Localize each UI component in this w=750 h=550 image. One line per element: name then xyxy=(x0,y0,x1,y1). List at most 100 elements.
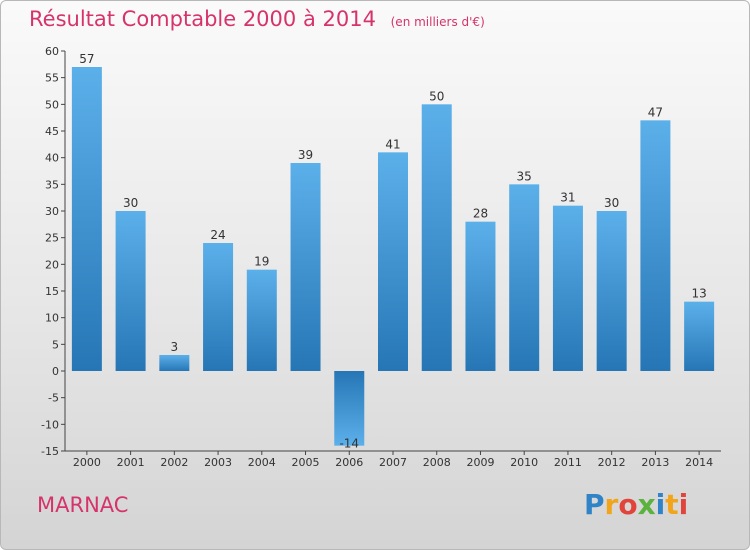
bar-value-label: 39 xyxy=(298,148,313,162)
x-tick: 2002 xyxy=(160,451,188,469)
bar-2004 xyxy=(246,269,277,371)
x-tick-label: 2010 xyxy=(510,456,538,469)
bar-value-label: 47 xyxy=(648,105,663,119)
x-tick: 2009 xyxy=(466,451,494,469)
x-tick-label: 2003 xyxy=(204,456,232,469)
bar-2012 xyxy=(596,211,627,371)
bar-2014 xyxy=(684,301,715,371)
x-tick-label: 2013 xyxy=(641,456,669,469)
x-tick: 2003 xyxy=(204,451,232,469)
bar-2009 xyxy=(465,221,496,371)
x-tick-label: 2008 xyxy=(423,456,451,469)
x-tick: 2000 xyxy=(73,451,101,469)
x-tick: 2011 xyxy=(554,451,582,469)
x-tick: 2013 xyxy=(641,451,669,469)
logo-letter: x xyxy=(637,488,656,521)
bar-2010 xyxy=(509,184,540,371)
y-tick: 15 xyxy=(45,285,65,298)
bar-value-label: 41 xyxy=(385,137,400,151)
y-tick: -5 xyxy=(48,392,65,405)
logo-letter: o xyxy=(618,488,638,521)
y-tick-label: 10 xyxy=(45,312,59,325)
y-tick-label: 40 xyxy=(45,152,59,165)
x-tick-label: 2000 xyxy=(73,456,101,469)
x-tick-label: 2009 xyxy=(466,456,494,469)
y-tick-label: 5 xyxy=(52,338,59,351)
place-name: MARNAC xyxy=(37,493,129,517)
y-tick: 30 xyxy=(45,205,65,218)
y-tick: 0 xyxy=(52,365,65,378)
bar-2008 xyxy=(421,104,452,371)
bar-value-label: 57 xyxy=(79,52,94,66)
bar-2000 xyxy=(71,67,102,371)
bar-value-label: 50 xyxy=(429,89,444,103)
x-tick: 2005 xyxy=(292,451,320,469)
x-tick: 2007 xyxy=(379,451,407,469)
x-tick-label: 2011 xyxy=(554,456,582,469)
x-tick: 2001 xyxy=(117,451,145,469)
y-tick: -10 xyxy=(41,418,65,431)
x-tick-label: 2002 xyxy=(160,456,188,469)
logo-letter: i xyxy=(655,488,666,521)
y-tick: 5 xyxy=(52,338,65,351)
bar-value-label: 31 xyxy=(560,191,575,205)
logo-letter: i xyxy=(678,488,689,521)
chart-bars xyxy=(71,67,715,446)
y-tick-label: 50 xyxy=(45,98,59,111)
bar-value-label: 3 xyxy=(171,340,179,354)
y-tick-label: 45 xyxy=(45,125,59,138)
x-tick-label: 2014 xyxy=(685,456,713,469)
x-tick-label: 2007 xyxy=(379,456,407,469)
y-tick-label: 30 xyxy=(45,205,59,218)
bar-value-label: 30 xyxy=(604,196,619,210)
bar-value-label: 19 xyxy=(254,255,269,269)
chart-data-labels: 57 30 3 24 19 39 -14 41 50 28 35 31 30 47 13 xyxy=(79,52,707,451)
bar-2005 xyxy=(290,163,321,371)
y-tick-label: 0 xyxy=(52,365,59,378)
bar-value-label: 28 xyxy=(473,207,488,221)
x-tick-label: 2004 xyxy=(248,456,276,469)
x-tick-label: 2012 xyxy=(598,456,626,469)
bar-2007 xyxy=(378,152,408,371)
logo-letter: r xyxy=(604,488,619,521)
bar-value-label: 30 xyxy=(123,196,138,210)
y-tick: 50 xyxy=(45,98,65,111)
bar-2011 xyxy=(552,205,583,371)
x-tick: 2008 xyxy=(423,451,451,469)
bar-value-label: 13 xyxy=(691,287,706,301)
y-tick-label: 55 xyxy=(45,72,59,85)
y-tick-label: 15 xyxy=(45,285,59,298)
y-tick-label: 20 xyxy=(45,258,59,271)
y-tick-label: 60 xyxy=(45,45,59,58)
bar-2001 xyxy=(115,211,146,371)
y-tick: 40 xyxy=(45,152,65,165)
y-tick: 60 xyxy=(45,45,65,58)
y-tick: 55 xyxy=(45,72,65,85)
x-tick-label: 2001 xyxy=(117,456,145,469)
y-tick: 35 xyxy=(45,178,65,191)
y-tick: 20 xyxy=(45,258,65,271)
y-tick-label: 35 xyxy=(45,178,59,191)
y-tick: -15 xyxy=(41,445,65,458)
logo-letter: P xyxy=(584,488,605,521)
x-tick-label: 2005 xyxy=(292,456,320,469)
bar-value-label: 35 xyxy=(517,169,532,183)
logo-letter: t xyxy=(665,488,679,521)
x-tick-label: 2006 xyxy=(335,456,363,469)
y-tick-label: -5 xyxy=(48,392,59,405)
x-tick: 2006 xyxy=(335,451,363,469)
x-tick: 2012 xyxy=(598,451,626,469)
bar-2006 xyxy=(334,371,365,446)
proxiti-logo: Proxiti xyxy=(584,488,688,521)
chart-title-text: Résultat Comptable 2000 à 2014 xyxy=(29,7,376,31)
x-tick: 2004 xyxy=(248,451,276,469)
y-tick-label: 25 xyxy=(45,232,59,245)
y-tick-label: -10 xyxy=(41,418,59,431)
bar-value-label: 24 xyxy=(210,228,225,242)
chart-unit-label: (en milliers d'€) xyxy=(390,15,485,29)
x-tick: 2010 xyxy=(510,451,538,469)
y-tick: 45 xyxy=(45,125,65,138)
